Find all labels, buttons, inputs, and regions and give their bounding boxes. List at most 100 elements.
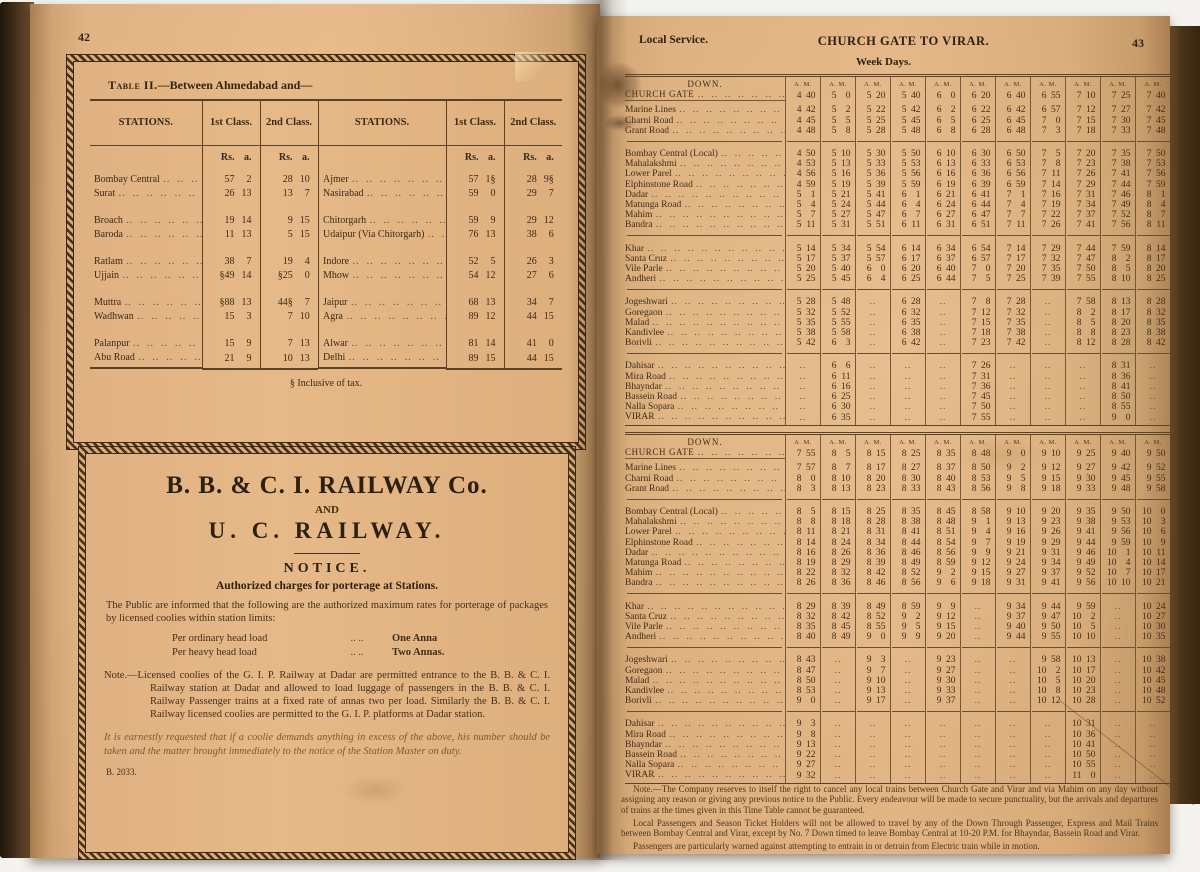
station-name: Nalla Sopara .. .. .. .. .. .. .. .. .. …: [625, 760, 785, 770]
time-minute: 2: [915, 611, 921, 622]
time-hour: 6: [936, 243, 942, 254]
am-label: A. M.: [890, 432, 926, 448]
time-cell: 8 23: [855, 483, 891, 495]
time-minute: 32: [1156, 307, 1166, 318]
time-hour: 8: [831, 578, 837, 589]
time-hour: 9: [936, 622, 942, 633]
time-minute: 5: [1055, 149, 1061, 160]
time-minute: 14: [1016, 243, 1026, 254]
time-minute: 10: [1121, 578, 1131, 589]
time-cell: 9 29: [1030, 537, 1066, 548]
time-cell: 7 34: [1065, 200, 1101, 211]
time-minute: 4: [810, 200, 816, 211]
table-row: Surat .. .. .. .. .. .. .. .. .. .. .. .…: [90, 187, 562, 201]
time-minute: 43: [806, 655, 816, 666]
time-hour: 5: [901, 105, 907, 116]
porterage-rates: Per ordinary head load.. .. One Anna Per h…: [172, 632, 482, 660]
time-minute: 0: [1160, 507, 1166, 518]
time-cell: ..: [1030, 402, 1066, 413]
time-cell: 5 50: [890, 145, 926, 160]
time-minute: 8: [1055, 686, 1061, 697]
rate-value: One Anna: [392, 633, 438, 644]
time-hour: 7: [1006, 317, 1012, 328]
time-hour: 8: [1146, 210, 1152, 221]
fare-cell: 41 0: [503, 334, 562, 351]
time-cell: ..: [1065, 371, 1101, 382]
fare-cell: 21 9: [201, 351, 260, 370]
time-cell: 9 40: [995, 622, 1031, 633]
station-name: Matunga Road .. .. .. .. .. .. .. .. .. …: [625, 558, 785, 568]
time-hour: 10: [1072, 665, 1082, 676]
leader-dots: .. .. .. .. .. .. .. .. .. .. .. .. .. .…: [670, 253, 785, 264]
time-hour: 7: [1076, 159, 1082, 170]
leader-dots: .. .. .. .. .. .. .. .. .. .. .. .. .. .…: [696, 537, 784, 548]
time-cell: 6 14: [890, 239, 926, 254]
am-label: A. M.: [1065, 432, 1101, 448]
time-cell: 7 20: [995, 264, 1031, 275]
rupees-value: 9: [287, 215, 293, 226]
time-cell: 7 53: [1135, 159, 1170, 170]
rupees-value: 89: [468, 311, 479, 322]
time-hour: 8: [866, 568, 872, 579]
time-minute: 32: [806, 611, 816, 622]
fare-cell: 29 7: [503, 187, 562, 201]
time-minute: 52: [876, 611, 886, 622]
time-hour: 9: [1111, 449, 1117, 460]
time-minute: 45: [946, 507, 956, 518]
time-cell: 9 48: [1100, 483, 1136, 495]
time-hour: 7: [1006, 220, 1012, 231]
time-hour: 5: [796, 220, 802, 231]
annas-value: 0: [304, 270, 310, 281]
time-minute: 47: [1051, 611, 1061, 622]
time-cell: 9 56: [1065, 578, 1101, 589]
time-minute: 8: [1055, 159, 1061, 170]
time-cell: 7 35: [1030, 264, 1066, 275]
time-cell: ..: [820, 665, 856, 676]
time-hour: 6: [901, 307, 907, 318]
time-minute: 31: [1051, 547, 1061, 558]
time-hour: 5: [831, 149, 837, 160]
time-cell: ..: [960, 686, 996, 697]
time-hour: 7: [796, 463, 802, 474]
table-row: Andheri .. .. .. .. .. .. .. .. .. .. ..…: [625, 632, 1170, 643]
time-minute: 24: [1156, 601, 1166, 612]
time-cell: 9 58: [1030, 651, 1066, 666]
time-minute: 20: [946, 632, 956, 643]
time-hour: 10: [1072, 750, 1082, 761]
time-minute: 7: [845, 463, 851, 474]
time-cell: 8 36: [855, 547, 891, 559]
time-cell: 6 30: [820, 402, 856, 413]
time-cell: 10 23: [1065, 686, 1101, 697]
time-minute: 16: [1016, 527, 1026, 538]
time-minute: 0: [985, 264, 991, 275]
time-hour: 8: [796, 517, 802, 528]
time-cell: 9 22: [785, 750, 821, 761]
time-minute: 13: [1016, 517, 1026, 528]
leader-dots: .. .. .. .. .. .. .. .. .. .. .. .. .. .…: [680, 392, 782, 403]
station-name: Agra .. .. .. .. .. .. .. .. .. .. .. ..…: [318, 310, 446, 324]
time-hour: 7: [1111, 243, 1117, 254]
time-cell: ..: [1100, 632, 1136, 643]
time-cell: 6 32: [890, 307, 926, 318]
origin-station: CHURCH GATE .. .. .. .. .. .. .. .. .. .…: [625, 89, 785, 102]
time-cell: 9 26: [1030, 527, 1066, 538]
fare-cell: 34 7: [503, 293, 562, 310]
station-name: Nalla Sopara .. .. .. .. .. .. .. .. .. …: [625, 402, 785, 412]
time-cell: 8 20: [855, 473, 891, 484]
leader-dots: .. .. .. .. .. .. .. .. .. .. .. .. .. .…: [657, 412, 785, 423]
time-minute: 16: [841, 381, 851, 392]
time-cell: ..: [890, 760, 926, 771]
time-hour: 7: [1146, 91, 1152, 102]
station-name-text: CHURCH GATE: [625, 89, 695, 100]
time-minute: 40: [1156, 91, 1166, 102]
time-minute: 10: [1051, 449, 1061, 460]
time-cell: ..: [1030, 371, 1066, 382]
time-cell: ..: [1135, 760, 1170, 771]
departure-time: 4 40: [785, 89, 821, 102]
leader-dots: .. .. .. .. .. .. .. .. .. .. .. .. .. .…: [675, 527, 785, 538]
